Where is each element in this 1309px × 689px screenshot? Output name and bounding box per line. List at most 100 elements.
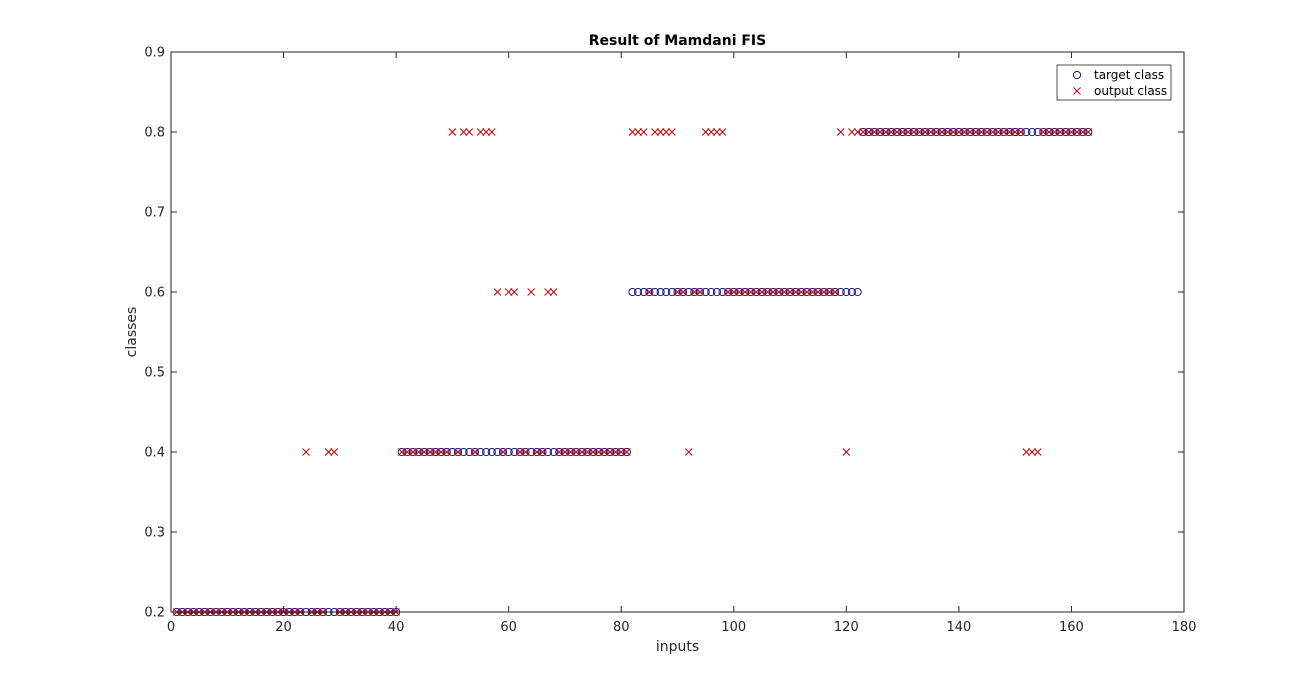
- target-class-point: [679, 287, 688, 297]
- output-class-point: [1045, 128, 1053, 136]
- output-class-point: [403, 448, 412, 456]
- target-class-point: [949, 127, 958, 137]
- output-class-point: [668, 128, 676, 136]
- target-class-point: [1067, 127, 1076, 137]
- output-class-point: [561, 448, 569, 456]
- target-class-point: [1028, 127, 1037, 137]
- output-class-point: [898, 128, 907, 136]
- target-class-point: [937, 127, 947, 137]
- x-axis-label: inputs: [656, 639, 699, 655]
- output-class-point: [397, 448, 406, 456]
- output-class-point: [459, 128, 468, 136]
- target-class-point: [684, 287, 693, 297]
- legend-target-marker: [1072, 70, 1082, 80]
- output-class-point: [454, 448, 462, 456]
- target-class-point: [459, 447, 468, 457]
- output-class-point: [729, 288, 738, 296]
- output-class-point: [324, 448, 333, 456]
- target-class-point: [425, 447, 434, 457]
- target-class-point: [802, 287, 811, 297]
- target-class-point: [707, 287, 716, 297]
- output-class-point: [448, 128, 457, 136]
- target-class-point: [566, 447, 575, 457]
- output-class-point: [808, 288, 817, 296]
- target-class-point: [960, 127, 969, 137]
- target-class-point: [634, 287, 643, 297]
- output-class-point: [960, 128, 969, 136]
- output-class-point: [746, 288, 755, 296]
- output-class-point: [487, 128, 496, 136]
- x-tick-label: 20: [275, 620, 292, 635]
- y-tick-label: 0.2: [144, 606, 165, 621]
- x-tick-label: 120: [834, 620, 859, 635]
- output-class-point: [836, 128, 845, 136]
- output-class-point: [673, 288, 682, 296]
- target-class-point: [437, 447, 446, 457]
- target-class-point: [994, 127, 1003, 137]
- output-class-point: [572, 448, 581, 456]
- output-class-point: [600, 448, 609, 456]
- output-class-point: [420, 448, 429, 456]
- output-class-point: [628, 128, 637, 136]
- output-class-point: [707, 128, 716, 136]
- target-class-point: [752, 287, 761, 297]
- target-class-point: [876, 127, 885, 137]
- target-class-point: [769, 287, 778, 297]
- target-class-point: [408, 447, 418, 457]
- output-class-point: [566, 448, 575, 456]
- output-class-point: [701, 128, 710, 136]
- output-class-point: [611, 448, 620, 456]
- target-class-point: [853, 287, 862, 297]
- output-class-point: [679, 288, 687, 296]
- target-class-point: [448, 447, 457, 457]
- y-tick-label: 0.5: [144, 366, 165, 381]
- output-class-point: [983, 128, 991, 136]
- output-class-point: [302, 448, 310, 456]
- target-class-point: [544, 447, 553, 457]
- target-class-point: [600, 447, 609, 457]
- target-class-point: [859, 127, 868, 137]
- y-axis-label: classes: [124, 307, 140, 358]
- y-tick-label: 0.4: [144, 446, 165, 461]
- legend-output-marker: [1073, 87, 1081, 95]
- target-class-point: [740, 287, 750, 297]
- y-tick-label: 0.9: [144, 46, 165, 61]
- output-class-point: [718, 128, 727, 136]
- plot-area: [171, 52, 1184, 612]
- output-class-point: [1033, 448, 1042, 456]
- y-tick-label: 0.8: [144, 126, 165, 141]
- output-class-point: [1022, 448, 1031, 456]
- target-class-point: [814, 287, 823, 297]
- output-class-point: [932, 128, 941, 136]
- output-class-point: [724, 288, 733, 296]
- chart-title: Result of Mamdani FIS: [589, 33, 766, 49]
- target-class-point: [774, 287, 783, 297]
- target-class-point: [1011, 127, 1020, 137]
- output-class-point: [803, 288, 811, 296]
- output-class-point: [887, 128, 896, 136]
- output-class-point: [758, 288, 766, 296]
- output-class-point: [493, 288, 502, 296]
- output-class-point: [656, 128, 665, 136]
- target-class-point: [757, 287, 766, 297]
- target-class-point: [982, 127, 992, 137]
- y-tick-label: 0.7: [144, 206, 165, 221]
- target-class-point: [864, 127, 873, 137]
- output-class-point: [651, 128, 659, 136]
- x-tick-label: 0: [167, 620, 175, 635]
- output-class-point: [431, 448, 440, 456]
- output-class-point: [955, 128, 963, 136]
- target-class-point: [909, 127, 918, 137]
- target-class-point: [538, 447, 547, 457]
- output-class-point: [774, 288, 783, 296]
- output-class-point: [521, 448, 530, 456]
- output-class-point: [471, 448, 479, 456]
- output-class-point: [848, 128, 856, 136]
- output-class-point: [870, 128, 879, 136]
- target-class-point: [605, 447, 615, 457]
- target-class-point: [915, 127, 924, 137]
- output-class-point: [769, 288, 778, 296]
- target-class-point: [504, 447, 513, 457]
- output-class-point: [819, 288, 828, 296]
- output-class-point: [735, 288, 744, 296]
